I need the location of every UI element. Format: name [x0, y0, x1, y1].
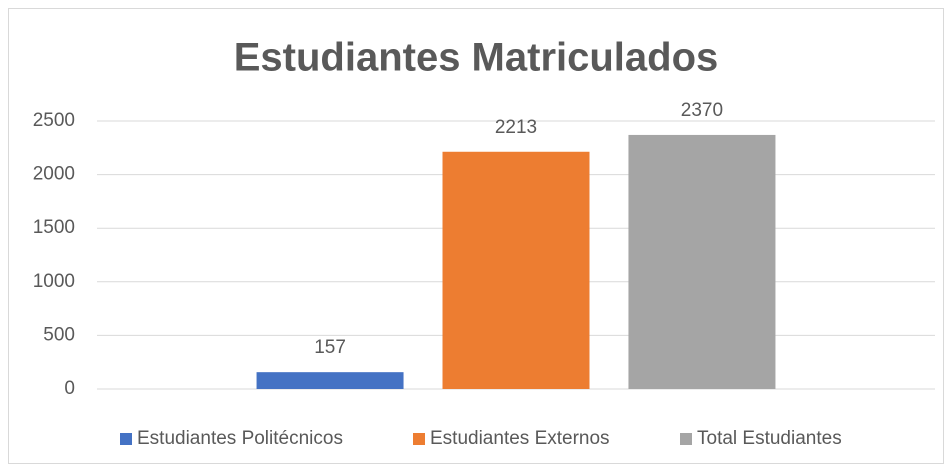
y-tick-label: 0	[64, 378, 75, 399]
legend-swatch	[413, 433, 425, 445]
y-tick-label: 2500	[33, 110, 75, 131]
legend-label: Total Estudiantes	[697, 428, 842, 449]
y-tick-label: 1500	[33, 217, 75, 238]
bar	[256, 372, 404, 389]
data-label: 157	[314, 337, 346, 358]
bar	[442, 151, 590, 389]
data-label: 2370	[681, 100, 723, 121]
legend-label: Estudiantes Externos	[430, 428, 610, 449]
y-tick-label: 2000	[33, 164, 75, 185]
y-tick-label: 1000	[33, 271, 75, 292]
legend-label: Estudiantes Politécnicos	[137, 428, 343, 449]
data-label: 2213	[495, 117, 537, 138]
legend-swatch	[120, 433, 132, 445]
legend-swatch	[680, 433, 692, 445]
y-tick-label: 500	[43, 324, 75, 345]
chart-title: Estudiantes Matriculados	[234, 36, 719, 80]
bar	[628, 134, 776, 389]
